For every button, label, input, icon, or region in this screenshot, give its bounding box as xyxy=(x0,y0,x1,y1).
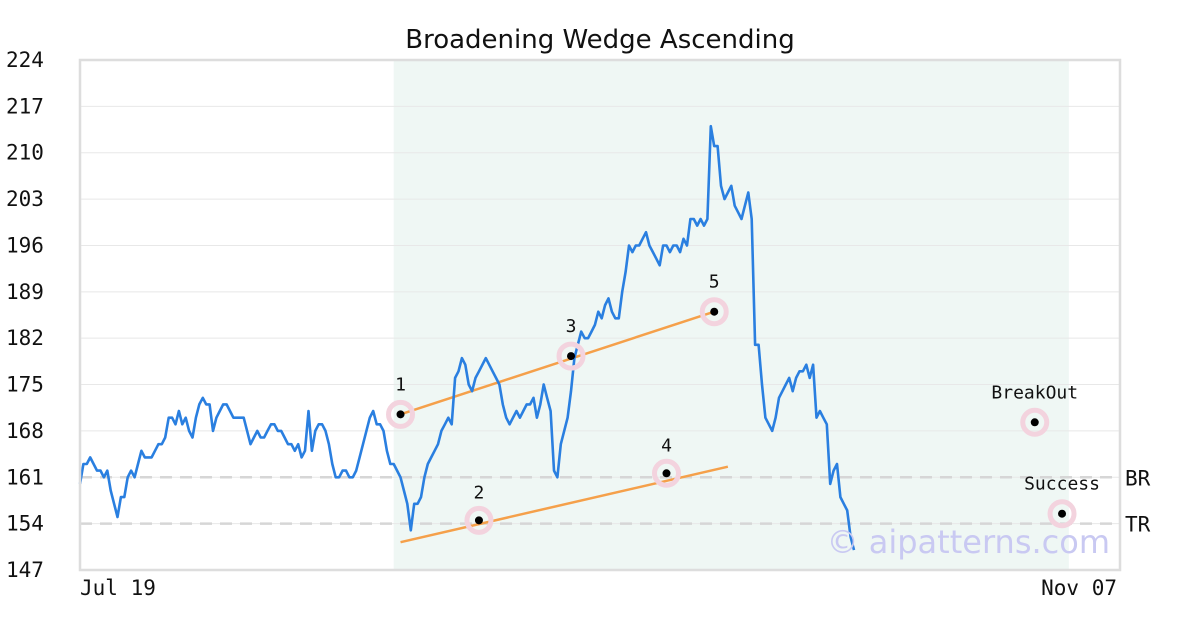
x-tick-label: Jul 19 xyxy=(80,576,156,600)
chart-title: Broadening Wedge Ascending xyxy=(405,25,795,55)
point-halo xyxy=(386,399,416,429)
y-tick-label: 210 xyxy=(6,141,44,165)
point-halo xyxy=(1020,407,1050,437)
y-tick-label: 175 xyxy=(6,373,44,397)
price-series xyxy=(78,124,856,551)
point-halo xyxy=(464,505,494,535)
point-label: 1 xyxy=(395,374,406,395)
point-halo xyxy=(699,297,729,327)
point-marker xyxy=(1030,418,1039,427)
plot-frame xyxy=(78,58,1122,572)
trendline-lower xyxy=(400,465,729,544)
point-label: BreakOut xyxy=(991,382,1078,403)
point-label: Success xyxy=(1024,474,1100,495)
price-line xyxy=(78,124,856,551)
point-marker xyxy=(1058,509,1067,518)
pattern-points: 1 2 3 4 5 BreakOut Success xyxy=(386,272,1100,535)
y-tick-label: 161 xyxy=(6,465,44,489)
level-label-tr: TR xyxy=(1125,513,1151,537)
y-tick-label: 168 xyxy=(6,419,44,443)
point-marker xyxy=(474,516,483,525)
point-halo xyxy=(1047,499,1077,529)
watermark: © aipatterns.com xyxy=(827,523,1110,561)
y-tick-label: 147 xyxy=(6,558,44,582)
level-label-br: BR xyxy=(1125,466,1151,490)
point-halo xyxy=(651,458,681,488)
point-label: 3 xyxy=(566,316,577,337)
point-marker xyxy=(567,352,576,361)
y-tick-label: 189 xyxy=(6,280,44,304)
y-tick-label: 182 xyxy=(6,326,44,350)
levels: BR TR xyxy=(80,466,1151,537)
point-marker xyxy=(396,410,405,419)
point-marker xyxy=(710,307,719,316)
y-tick-label: 217 xyxy=(6,94,44,118)
point-label: 4 xyxy=(661,435,672,456)
plot-background xyxy=(393,60,1069,570)
point-label: 5 xyxy=(709,272,720,293)
x-tick-label: Nov 07 xyxy=(1041,576,1117,600)
y-tick-label: 203 xyxy=(6,187,44,211)
pattern-region xyxy=(393,60,1069,570)
y-tick-label: 196 xyxy=(6,233,44,257)
point-halo xyxy=(556,341,586,371)
point-marker xyxy=(662,469,671,478)
y-tick-label: 224 xyxy=(6,48,44,72)
y-tick-label: 154 xyxy=(6,512,44,536)
point-label: 2 xyxy=(474,482,485,503)
axes: 147154161168175182189196203210217224Jul … xyxy=(6,48,1122,600)
